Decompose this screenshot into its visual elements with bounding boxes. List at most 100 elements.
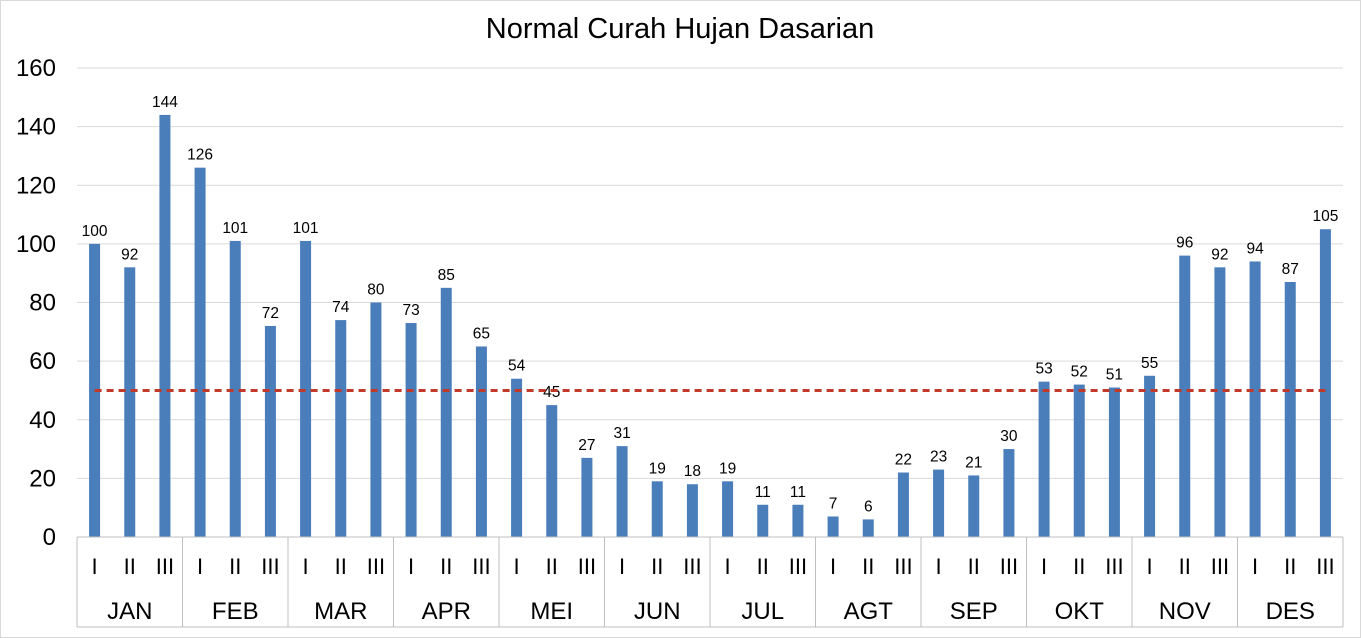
data-label: 92 — [1211, 246, 1228, 263]
data-label: 126 — [187, 147, 213, 164]
bar — [229, 240, 241, 537]
data-label: 30 — [1000, 428, 1018, 445]
y-tick-label: 80 — [29, 290, 56, 317]
dekad-label: I — [92, 554, 98, 579]
data-label: 74 — [332, 299, 350, 316]
data-label: 21 — [965, 454, 982, 471]
bar — [792, 504, 804, 537]
dekad-label: III — [789, 554, 807, 579]
dekad-label: II — [757, 554, 769, 579]
bar — [1144, 375, 1156, 537]
bar — [616, 446, 628, 537]
data-label: 101 — [222, 220, 248, 237]
dekad-label: II — [1284, 554, 1296, 579]
data-labels: 100 92 144 126 101 72 101 74 80 73 85 65 54 45 27 31 19 1… — [82, 94, 1339, 516]
dekad-label: I — [1252, 554, 1258, 579]
month-label: DES — [1266, 598, 1315, 625]
dekad-label: III — [472, 554, 490, 579]
bar — [370, 302, 382, 537]
month-label: SEP — [950, 598, 998, 625]
dekad-label: II — [1073, 554, 1085, 579]
dekad-label: III — [1000, 554, 1018, 579]
bar — [511, 378, 523, 537]
dekad-label: III — [1316, 554, 1334, 579]
dekad-label: I — [936, 554, 942, 579]
dekad-label: I — [197, 554, 203, 579]
dekad-label: I — [303, 554, 309, 579]
data-label: 6 — [864, 498, 873, 515]
y-tick-label: 0 — [43, 524, 56, 551]
dekad-label: III — [261, 554, 279, 579]
y-tick-label: 120 — [16, 172, 56, 199]
data-label: 27 — [578, 437, 595, 454]
month-label: FEB — [212, 598, 259, 625]
bar — [1003, 449, 1015, 537]
bar — [546, 405, 558, 537]
dekad-label: I — [830, 554, 836, 579]
month-label: JUL — [741, 598, 784, 625]
data-label: 11 — [790, 484, 806, 501]
data-label: 52 — [1071, 364, 1088, 381]
data-label: 101 — [293, 220, 319, 237]
dekad-label: I — [725, 554, 731, 579]
data-label: 100 — [82, 223, 108, 240]
bar — [1284, 281, 1296, 537]
y-tick-label: 160 — [16, 55, 56, 82]
data-label: 94 — [1246, 240, 1264, 257]
dekad-label: III — [1105, 554, 1123, 579]
y-tick-label: 60 — [29, 348, 56, 375]
dekad-label: III — [367, 554, 385, 579]
dekad-label: II — [124, 554, 136, 579]
dekad-label: II — [440, 554, 452, 579]
data-label: 55 — [1141, 355, 1158, 372]
month-label: MEI — [530, 598, 573, 625]
bar — [475, 346, 487, 537]
x-axis: I II III I II III I II III I II III I II III I II III I II I… — [76, 536, 1344, 628]
bar — [651, 481, 663, 537]
month-label: APR — [422, 598, 471, 625]
data-label: 80 — [367, 282, 385, 299]
y-axis-ticks: 0 20 40 60 80 100 120 140 160 — [16, 55, 56, 551]
data-label: 92 — [121, 246, 138, 263]
dekad-label: III — [578, 554, 596, 579]
data-label: 96 — [1176, 235, 1193, 252]
dekad-label: III — [1211, 554, 1229, 579]
bar — [722, 481, 734, 537]
bar — [581, 457, 593, 537]
bars — [89, 114, 1331, 538]
bar — [1179, 255, 1191, 537]
y-tick-label: 20 — [29, 465, 56, 492]
data-label: 85 — [438, 267, 455, 284]
data-label: 7 — [829, 495, 838, 512]
data-label: 11 — [755, 484, 771, 501]
dekad-label: II — [968, 554, 980, 579]
data-label: 54 — [508, 358, 526, 375]
month-label: AGT — [844, 598, 894, 625]
dekad-label: II — [546, 554, 558, 579]
bar — [405, 323, 417, 537]
data-label: 53 — [1035, 361, 1052, 378]
dekad-label: III — [156, 554, 174, 579]
data-label: 72 — [262, 305, 279, 322]
bar — [1073, 384, 1085, 537]
bar — [1249, 261, 1261, 537]
data-label: 22 — [895, 452, 912, 469]
bar — [757, 504, 769, 537]
bar — [1038, 381, 1050, 537]
bar — [897, 472, 909, 537]
bar — [968, 475, 980, 537]
bar — [1214, 267, 1226, 537]
y-tick-label: 140 — [16, 114, 56, 141]
bar — [1108, 387, 1120, 537]
dekad-label: III — [683, 554, 701, 579]
dekad-label: II — [1179, 554, 1191, 579]
bar — [264, 325, 276, 537]
data-label: 19 — [649, 460, 666, 477]
data-label: 144 — [152, 94, 178, 111]
y-tick-label: 40 — [29, 407, 56, 434]
dekad-label: I — [619, 554, 625, 579]
dekad-label: III — [894, 554, 912, 579]
month-label: JAN — [107, 598, 152, 625]
bar — [1319, 229, 1331, 537]
